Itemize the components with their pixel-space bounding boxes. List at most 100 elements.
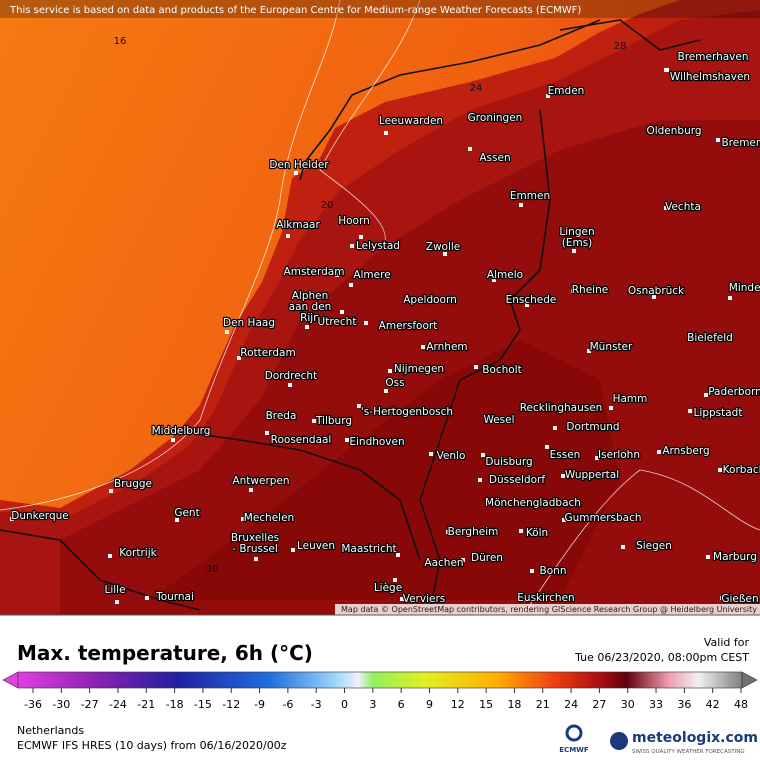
contour-label: 20 (321, 200, 334, 211)
city: Bruxelles- Brussel (230, 531, 280, 561)
city-label: Wuppertal (565, 469, 619, 481)
city: Bielefeld (686, 331, 734, 345)
city-label: Euskirchen (517, 592, 574, 604)
city: Maastricht (340, 542, 400, 557)
city-dot (728, 296, 732, 300)
colorbar-tick-label: 42 (706, 698, 720, 711)
city-label: Leuven (297, 540, 335, 552)
city-dot (446, 530, 450, 534)
city: Nijmegen (388, 362, 445, 376)
contour-label: 24 (470, 83, 483, 94)
colorbar-tick-label: 48 (734, 698, 748, 711)
city: Osnabrück (627, 284, 686, 299)
city-dot (10, 517, 14, 521)
city-dot (349, 283, 353, 287)
city: Oldenburg (645, 124, 702, 138)
city: Gummersbach (562, 511, 643, 525)
city-label: Duisburg (485, 456, 532, 468)
city-dot (288, 383, 292, 387)
city-dot (388, 369, 392, 373)
city-dot (421, 345, 425, 349)
city-label: Dortmund (566, 421, 619, 433)
city-label: Bonn (540, 565, 567, 577)
city-label: Gent (174, 507, 199, 519)
city: Lippstadt (688, 406, 744, 420)
city-dot (595, 456, 599, 460)
city-dot (621, 545, 625, 549)
colorbar-tick-label: -3 (311, 698, 322, 711)
city-label: Oldenburg (646, 125, 701, 137)
colorbar-tick-label: -21 (137, 698, 155, 711)
city: Den Helder (268, 158, 331, 175)
city-dot (468, 147, 472, 151)
banner: This service is based on data and produc… (9, 5, 581, 16)
city: Leuven (291, 539, 336, 553)
city-label: Zwolle (426, 241, 461, 253)
city: Liège (373, 578, 403, 595)
legend-title: Max. temperature, 6h (°C) (17, 641, 313, 665)
city: Amsterdam (282, 265, 345, 279)
colorbar-tick-label: 24 (564, 698, 578, 711)
colorbar-tick-label: -6 (282, 698, 293, 711)
city-dot (553, 426, 557, 430)
city-label: Gummersbach (564, 512, 641, 524)
city-dot (396, 553, 400, 557)
city-label: Kortrijk (119, 547, 157, 559)
city-dot (357, 404, 361, 408)
city-dot (350, 244, 354, 248)
city: Venlo (429, 449, 467, 463)
city-label: Amsterdam (284, 266, 345, 278)
city: Kortrijk (108, 546, 159, 560)
city-dot (237, 356, 241, 360)
city-dot (665, 68, 669, 72)
city: Gent (173, 506, 201, 522)
brand: meteologix.com (632, 730, 758, 746)
city-label: Lille (104, 584, 125, 596)
city-label: Apeldoorn (403, 294, 457, 306)
city-dot (345, 438, 349, 442)
city: Duisburg (481, 453, 534, 469)
city-label: Düren (471, 552, 503, 564)
city-label: Liège (374, 582, 402, 594)
city-label: Maastricht (341, 543, 396, 555)
city: Rheine (571, 283, 610, 297)
city: Leeuwarden (378, 114, 444, 135)
colorbar-tick-label: 36 (677, 698, 691, 711)
city-dot (522, 598, 526, 602)
city-label: Bielefeld (687, 332, 733, 344)
ecmwf-logo (565, 724, 583, 742)
city-label: Bremen (721, 137, 760, 149)
city-label: Lelystad (356, 240, 400, 252)
city: Enschede (504, 293, 557, 307)
city-label: Arnhem (426, 341, 467, 353)
colorbar-tick-label: -27 (81, 698, 99, 711)
city-dot (704, 393, 708, 397)
city: Dortmund (553, 420, 621, 434)
city: Dordrecht (264, 369, 318, 387)
city-label: Rheine (572, 284, 608, 296)
city-label: Alkmaar (276, 219, 320, 231)
city: Amersfoort (364, 319, 439, 333)
city-dot (572, 249, 576, 253)
colorbar-tick-label: 21 (536, 698, 550, 711)
city-label: Lippstadt (694, 407, 743, 419)
city: Euskirchen (516, 591, 576, 605)
city-label: Antwerpen (232, 475, 289, 487)
city: Lingen(Ems) (558, 225, 596, 253)
city-label: Marburg (713, 551, 757, 563)
colorbar-tick-label: 12 (451, 698, 465, 711)
colorbar-tick-label: -12 (222, 698, 240, 711)
city-dot (571, 289, 575, 293)
city-dot (519, 203, 523, 207)
city: Düsseldorf (478, 473, 547, 487)
city: Almere (349, 268, 392, 287)
city-dot (249, 488, 253, 492)
city: Arnsberg (657, 444, 711, 458)
city: Antwerpen (231, 474, 291, 492)
city: Breda (264, 409, 297, 423)
city-dot (335, 273, 339, 277)
city: Hoorn (337, 214, 371, 239)
city-label: Vechta (665, 201, 701, 213)
